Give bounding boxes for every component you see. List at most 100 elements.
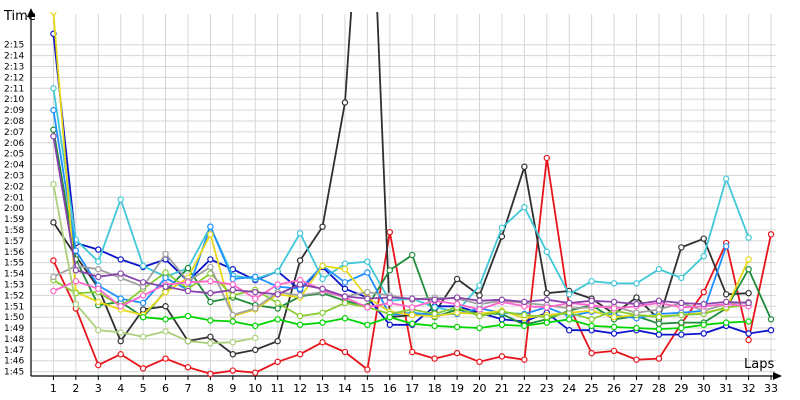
x-tick-label: 7 xyxy=(184,382,191,395)
data-point xyxy=(184,279,192,286)
y-tick-label: 1:46 xyxy=(4,357,24,367)
data-point xyxy=(633,294,640,301)
y-tick-label: 1:55 xyxy=(4,259,24,269)
data-point xyxy=(184,264,192,272)
data-point xyxy=(678,311,685,319)
data-point xyxy=(476,306,483,313)
data-point xyxy=(139,292,147,299)
data-point xyxy=(207,370,214,378)
x-tick-label: 15 xyxy=(360,382,374,395)
data-point xyxy=(139,313,147,321)
data-point xyxy=(162,316,169,323)
x-tick-label: 3 xyxy=(95,382,102,395)
data-point xyxy=(274,358,281,366)
data-point xyxy=(207,256,214,263)
data-point xyxy=(50,85,57,92)
data-point xyxy=(521,163,528,170)
y-tick-label: 1:49 xyxy=(4,324,24,334)
x-tick-label: 27 xyxy=(629,382,643,395)
data-point xyxy=(184,287,192,295)
data-point xyxy=(364,269,371,276)
y-tick-label: 1:57 xyxy=(4,237,24,247)
data-point xyxy=(252,288,259,296)
data-point xyxy=(453,349,461,357)
data-point xyxy=(229,286,237,294)
data-point xyxy=(274,281,281,288)
data-point xyxy=(566,316,573,323)
data-point xyxy=(722,175,730,182)
data-point xyxy=(341,265,349,273)
x-tick-label: 12 xyxy=(293,382,307,395)
data-point xyxy=(543,154,550,162)
data-point xyxy=(364,258,371,265)
data-point xyxy=(341,299,349,307)
y-tick-label: 1:54 xyxy=(4,270,24,280)
data-point xyxy=(229,367,237,374)
data-point xyxy=(207,223,214,230)
axes: Time Laps xyxy=(3,8,782,380)
data-point xyxy=(521,203,528,211)
data-point xyxy=(319,262,326,270)
data-point xyxy=(139,333,147,340)
data-point xyxy=(117,337,124,345)
y-tick-label: 2:09 xyxy=(4,106,24,116)
data-point xyxy=(95,298,102,306)
x-tick-label: 32 xyxy=(742,382,756,395)
data-point xyxy=(610,330,618,337)
data-point xyxy=(566,299,573,307)
data-point xyxy=(521,298,528,306)
data-point xyxy=(655,320,663,327)
data-point xyxy=(655,265,663,273)
data-point xyxy=(498,224,506,231)
data-point xyxy=(409,348,416,356)
data-point xyxy=(700,288,707,296)
data-point xyxy=(117,295,124,302)
data-point xyxy=(498,308,506,315)
x-axis-title: Laps xyxy=(744,357,774,372)
x-tick-label: 11 xyxy=(271,382,285,395)
x-tick-label: 9 xyxy=(229,382,236,395)
data-point xyxy=(229,281,237,288)
data-point xyxy=(409,251,416,259)
data-point xyxy=(319,309,326,316)
y-tick-label: 2:14 xyxy=(4,52,24,62)
data-point xyxy=(364,321,371,328)
data-point xyxy=(207,317,214,324)
y-tick-label: 1:50 xyxy=(4,313,24,323)
data-point xyxy=(453,275,461,283)
data-point xyxy=(610,280,618,287)
data-point xyxy=(543,319,550,326)
data-point xyxy=(745,330,752,337)
data-point xyxy=(431,296,438,303)
data-point xyxy=(745,299,752,307)
data-point xyxy=(50,133,57,140)
data-point xyxy=(117,303,124,310)
data-point xyxy=(633,300,640,308)
data-point xyxy=(588,322,595,330)
data-point xyxy=(476,358,483,366)
data-point xyxy=(207,263,214,271)
data-point xyxy=(386,321,394,328)
data-point xyxy=(722,319,730,326)
data-point xyxy=(745,265,752,273)
series-line-11 xyxy=(52,136,749,305)
ticks: 1:451:461:471:481:491:501:511:521:531:54… xyxy=(4,41,778,395)
x-tick-label: 20 xyxy=(473,382,487,395)
data-point xyxy=(207,298,214,306)
data-point xyxy=(678,331,685,338)
data-point xyxy=(139,365,147,372)
y-tick-label: 2:13 xyxy=(4,62,24,72)
data-point xyxy=(431,310,438,318)
data-point xyxy=(722,243,730,250)
y-tick-label: 1:47 xyxy=(4,346,24,356)
data-point xyxy=(543,304,550,311)
x-tick-label: 19 xyxy=(450,382,464,395)
x-tick-label: 6 xyxy=(162,382,169,395)
data-point xyxy=(409,320,416,327)
x-tick-label: 26 xyxy=(607,382,621,395)
data-point xyxy=(566,327,573,334)
data-point xyxy=(117,329,124,336)
data-point xyxy=(207,333,214,340)
y-tick-label: 2:10 xyxy=(4,95,24,105)
